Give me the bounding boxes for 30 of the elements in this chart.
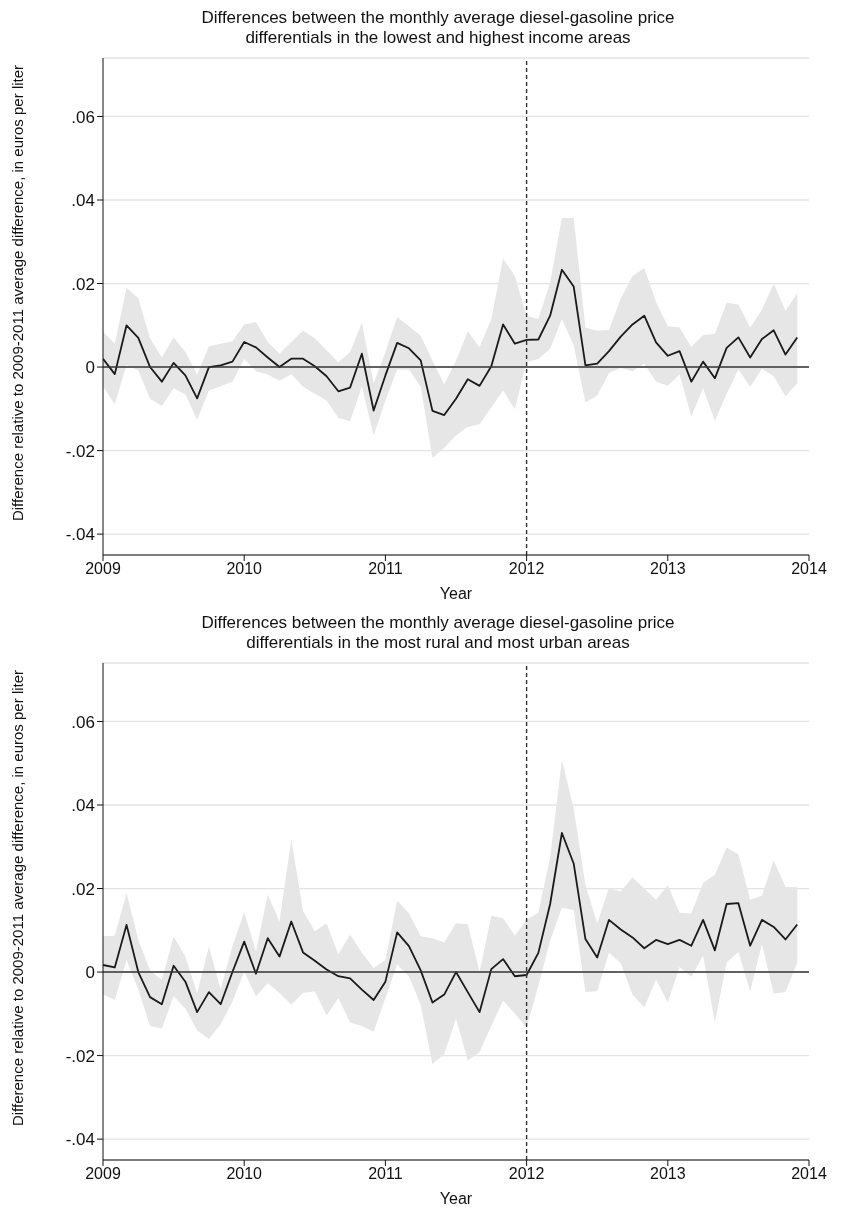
y-axis-title: Difference relative to 2009-2011 average difference, in euros per liter — [8, 63, 27, 524]
y-tick-label: .02 — [71, 274, 95, 294]
chart-title: Differences between the monthly average diesel-gasoline price differentials in the most rural and most urban areas — [200, 613, 676, 653]
y-tick-label: .04 — [71, 796, 95, 816]
chart-title: Differences between the monthly average diesel-gasoline price differentials in the lowest and highest income areas — [200, 8, 676, 48]
x-tick-label: 2009 — [85, 1165, 121, 1183]
y-tick-label: -.04 — [65, 1130, 95, 1150]
x-tick-label: 2014 — [791, 1165, 827, 1183]
x-axis-title: Year — [439, 1190, 473, 1207]
x-tick-label: 2010 — [226, 1165, 263, 1183]
x-tick-label: 2013 — [650, 1165, 686, 1183]
y-tick-label: .02 — [71, 879, 95, 899]
x-tick-label: 2012 — [508, 560, 545, 578]
x-tick-label: 2009 — [85, 560, 121, 578]
y-tick-label: -.02 — [65, 441, 95, 461]
y-tick-label: .04 — [71, 191, 95, 211]
x-tick-label: 2011 — [368, 1165, 403, 1183]
x-tick-label: 2014 — [791, 560, 827, 578]
x-tick-label: 2010 — [226, 560, 263, 578]
y-tick-label: -.04 — [65, 525, 95, 545]
y-axis-title: Difference relative to 2009-2011 average difference, in euros per liter — [8, 668, 27, 1129]
x-tick-label: 2012 — [508, 1165, 545, 1183]
x-tick-label: 2013 — [650, 560, 686, 578]
x-axis-title: Year — [439, 585, 473, 602]
y-tick-label: -.02 — [65, 1046, 95, 1066]
x-tick-label: 2011 — [368, 560, 403, 578]
y-tick-label: 0 — [85, 963, 95, 983]
y-tick-label: .06 — [71, 712, 95, 732]
y-tick-label: .06 — [71, 107, 95, 127]
y-tick-label: 0 — [85, 358, 95, 378]
